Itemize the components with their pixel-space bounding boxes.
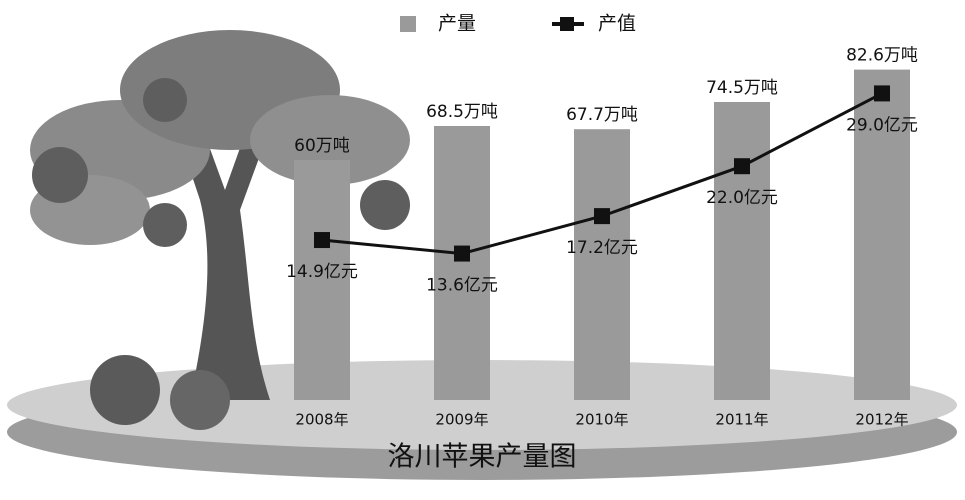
line-value-label: 14.9亿元 <box>286 262 358 282</box>
line-value-label: 13.6亿元 <box>426 276 498 296</box>
line-marker <box>454 245 470 262</box>
line-marker <box>314 232 330 249</box>
bar-value-label: 82.6万吨 <box>846 46 918 66</box>
bar <box>574 129 630 400</box>
legend-marker <box>560 17 574 31</box>
legend-label: 产值 <box>598 13 636 35</box>
bar <box>294 160 350 400</box>
x-tick-label: 2009年 <box>435 411 488 429</box>
line-marker <box>734 158 750 175</box>
x-tick-label: 2012年 <box>855 411 908 429</box>
apple <box>170 370 230 430</box>
tree <box>30 30 410 430</box>
apple <box>143 78 187 122</box>
bar-value-label: 67.7万吨 <box>566 105 638 125</box>
x-tick-label: 2011年 <box>715 411 768 429</box>
line-value-label: 17.2亿元 <box>566 238 638 258</box>
apple <box>143 203 187 247</box>
apple <box>90 355 160 425</box>
x-tick-label: 2008年 <box>295 411 348 429</box>
legend: 产量 产值 <box>400 13 636 35</box>
bar-value-label: 68.5万吨 <box>426 102 498 122</box>
line-marker <box>874 85 890 102</box>
tree-trunk <box>180 120 270 400</box>
bar <box>434 126 490 400</box>
x-tick-label: 2010年 <box>575 411 628 429</box>
legend-label: 产量 <box>438 13 476 35</box>
bar <box>854 69 910 400</box>
apple <box>360 180 410 230</box>
plot: 2008年 2009年 2010年 2011年 2012年 60万吨 68.5万吨 67.7万… <box>286 46 918 429</box>
bar-value-label: 74.5万吨 <box>706 78 778 98</box>
apple <box>32 147 88 203</box>
legend-swatch <box>400 16 416 32</box>
bar <box>714 102 770 400</box>
bar-value-label: 60万吨 <box>294 136 350 156</box>
tree-leaves <box>250 95 410 185</box>
line-value-label: 22.0亿元 <box>706 188 778 208</box>
line-value-label: 29.0亿元 <box>846 115 918 135</box>
line-marker <box>594 208 610 225</box>
chart-title: 洛川苹果产量图 <box>388 442 577 473</box>
